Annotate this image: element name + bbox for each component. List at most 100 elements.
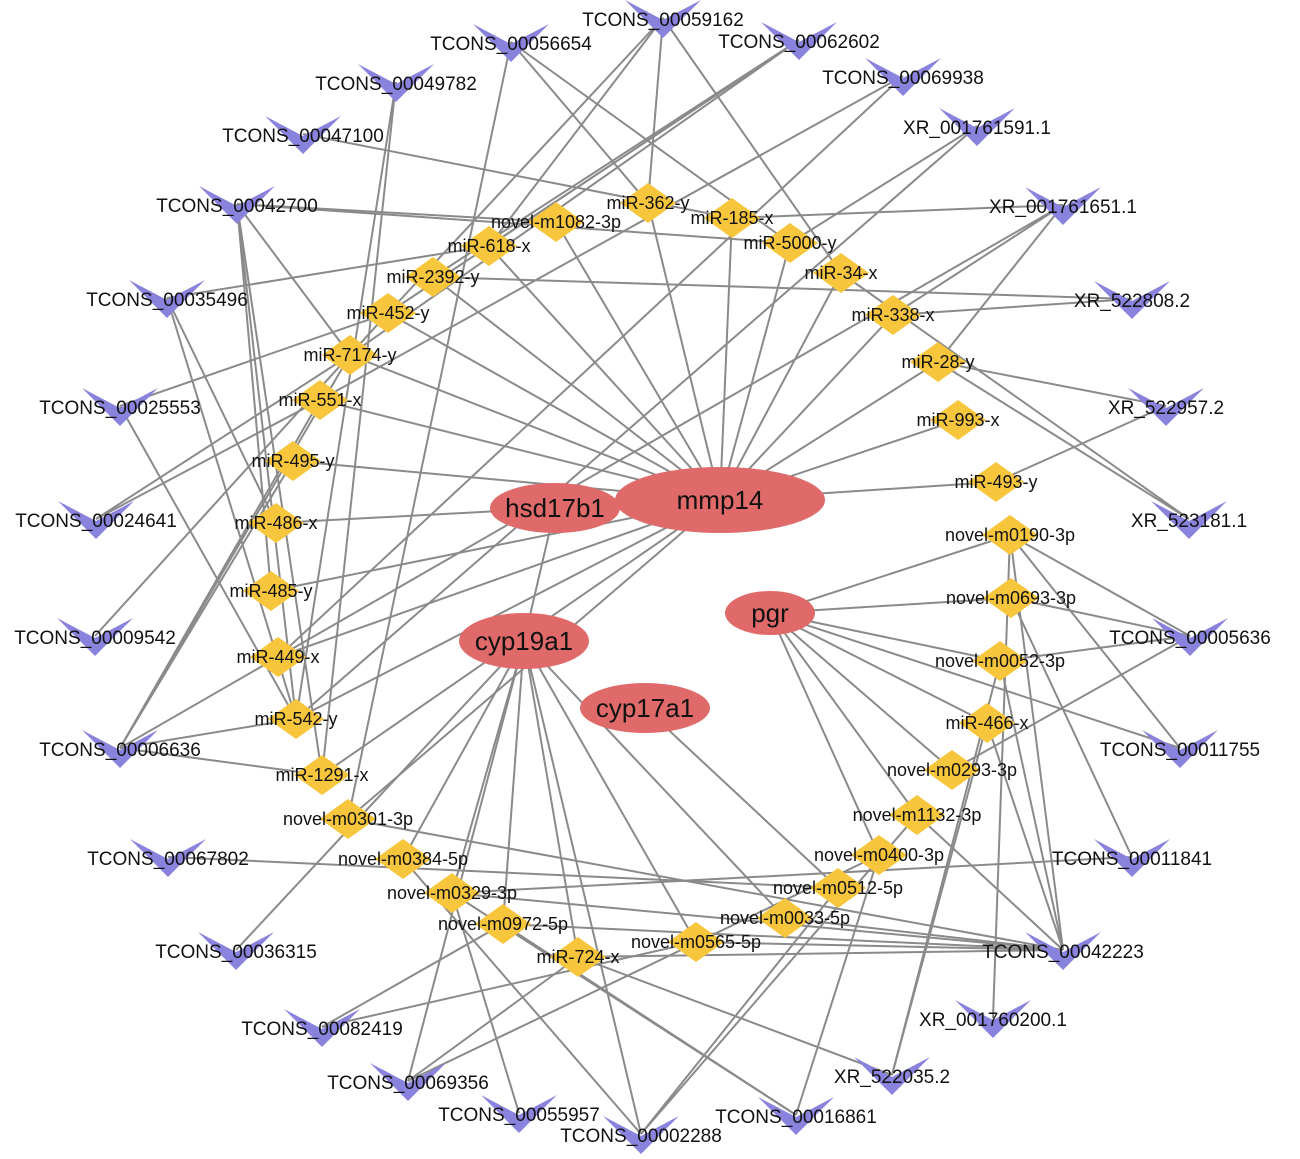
- mirna-node-novel-m0512-5p[interactable]: novel-m0512-5p: [773, 868, 903, 908]
- mirna-node-mir-993-x[interactable]: miR-993-x: [916, 400, 1000, 440]
- mirna-node-novel-m0693-3p[interactable]: novel-m0693-3p: [946, 578, 1076, 618]
- lncrna-node-tcons-00002288[interactable]: TCONS_00002288: [560, 1116, 722, 1154]
- lncrna-node-xr-522035-2[interactable]: XR_522035.2: [834, 1057, 950, 1095]
- mirna-node-novel-m0384-5p[interactable]: novel-m0384-5p: [338, 839, 468, 879]
- mirna-node-mir-1291-x[interactable]: miR-1291-x: [275, 755, 369, 795]
- mirna-node-novel-m0400-3p[interactable]: novel-m0400-3p: [814, 835, 944, 875]
- edge-tcons-00069356-to-mir-724-x: [407, 956, 579, 1082]
- lncrna-label: TCONS_00042223: [982, 942, 1144, 963]
- mirna-label: miR-185-x: [690, 208, 773, 228]
- mirna-node-mir-34-x[interactable]: miR-34-x: [804, 253, 878, 293]
- mirna-node-novel-m0052-3p[interactable]: novel-m0052-3p: [935, 641, 1065, 681]
- gene-node-cyp19a1[interactable]: cyp19a1: [459, 613, 589, 669]
- lncrna-node-tcons-00067802[interactable]: TCONS_00067802: [87, 839, 249, 877]
- mirna-node-mir-724-x[interactable]: miR-724-x: [536, 937, 620, 977]
- mirna-node-novel-m1082-3p[interactable]: novel-m1082-3p: [491, 202, 621, 242]
- edge-tcons-00042223-to-novel-m1132-3p: [916, 814, 1064, 951]
- mirna-label: miR-34-x: [804, 263, 877, 283]
- lncrna-node-tcons-00006636[interactable]: TCONS_00006636: [39, 730, 201, 768]
- mirna-node-mir-185-x[interactable]: miR-185-x: [690, 198, 774, 238]
- lncrna-node-tcons-00082419[interactable]: TCONS_00082419: [241, 1009, 403, 1047]
- mirna-node-novel-m0972-5p[interactable]: novel-m0972-5p: [438, 904, 568, 944]
- gene-node-pgr[interactable]: pgr: [725, 591, 815, 635]
- mirna-node-mir-542-y[interactable]: miR-542-y: [254, 699, 338, 739]
- mirna-node-novel-m0301-3p[interactable]: novel-m0301-3p: [283, 799, 413, 839]
- lncrna-arrowhead: [57, 618, 133, 656]
- lncrna-node-tcons-00036315[interactable]: TCONS_00036315: [155, 932, 317, 970]
- lncrna-node-xr-522808-2[interactable]: XR_522808.2: [1074, 281, 1190, 319]
- edge-xr-522957-2-to-mir-493-y: [995, 405, 1167, 483]
- mirna-label: miR-724-x: [536, 947, 619, 967]
- lncrna-node-tcons-00069938[interactable]: TCONS_00069938: [822, 58, 984, 96]
- lncrna-node-tcons-00005636[interactable]: TCONS_00005636: [1109, 618, 1271, 656]
- mirna-node-mir-449-x[interactable]: miR-449-x: [236, 637, 320, 677]
- mirna-node-novel-m0033-5p[interactable]: novel-m0033-5p: [720, 898, 850, 938]
- lncrna-node-tcons-00009542[interactable]: TCONS_00009542: [14, 618, 176, 656]
- mirna-diamond: [972, 641, 1028, 681]
- edge-tcons-00011841-to-novel-m0329-3p: [451, 856, 1133, 894]
- lncrna-node-tcons-00047100[interactable]: TCONS_00047100: [222, 116, 384, 154]
- gene-node-cyp17a1[interactable]: cyp17a1: [580, 683, 710, 733]
- mirna-label: novel-m0400-3p: [814, 845, 944, 865]
- lncrna-arrowhead: [284, 1009, 360, 1047]
- edge-tcons-00035496-to-mir-618-x: [166, 245, 490, 299]
- mirna-node-novel-m0565-5p[interactable]: novel-m0565-5p: [631, 922, 761, 962]
- lncrna-node-xr-523181-1[interactable]: XR_523181.1: [1131, 501, 1247, 539]
- mirna-node-mir-485-y[interactable]: miR-485-y: [229, 571, 313, 611]
- lncrna-node-tcons-00025553[interactable]: TCONS_00025553: [39, 388, 201, 426]
- mirna-diamond: [248, 503, 304, 543]
- lncrna-node-xr-522957-2[interactable]: XR_522957.2: [1108, 388, 1224, 426]
- lncrna-node-tcons-00011755[interactable]: TCONS_00011755: [1100, 730, 1260, 768]
- lncrna-node-tcons-00059162[interactable]: TCONS_00059162: [582, 0, 744, 38]
- gene-ellipse: [580, 683, 710, 733]
- lncrna-node-tcons-00042223[interactable]: TCONS_00042223: [982, 932, 1144, 970]
- lncrna-node-tcons-00016861[interactable]: TCONS_00016861: [715, 1097, 877, 1135]
- lncrna-node-tcons-00062602[interactable]: TCONS_00062602: [718, 22, 880, 60]
- lncrna-node-xr-001761651-1[interactable]: XR_001761651.1: [989, 187, 1137, 225]
- mirna-node-mir-486-x[interactable]: miR-486-x: [234, 503, 318, 543]
- lncrna-arrowhead: [199, 186, 275, 224]
- edge-tcons-00059162-to-mir-618-x: [488, 17, 664, 247]
- lncrna-arrowhead: [1142, 730, 1218, 768]
- mirna-node-mir-2392-y[interactable]: miR-2392-y: [386, 257, 480, 297]
- edge-tcons-00042223-to-novel-m0329-3p: [451, 892, 1064, 951]
- mirna-node-mir-495-y[interactable]: miR-495-y: [251, 441, 335, 481]
- lncrna-node-tcons-00055957[interactable]: TCONS_00055957: [438, 1095, 600, 1133]
- lncrna-label: TCONS_00011841: [1052, 849, 1212, 870]
- lncrna-label: TCONS_00005636: [1109, 628, 1271, 649]
- mirna-node-mir-28-y[interactable]: miR-28-y: [901, 342, 975, 382]
- lncrna-node-xr-001761591-1[interactable]: XR_001761591.1: [903, 108, 1051, 146]
- lncrna-node-tcons-00042700[interactable]: TCONS_00042700: [156, 186, 318, 224]
- lncrna-arrowhead: [1025, 187, 1101, 225]
- mirna-node-mir-493-y[interactable]: miR-493-y: [954, 462, 1038, 502]
- lncrna-label: TCONS_00069938: [822, 68, 984, 89]
- edge-tcons-00082419-to-novel-m0565-5p: [321, 941, 697, 1028]
- gene-node-mmp14[interactable]: mmp14: [615, 467, 825, 533]
- mirna-node-mir-338-x[interactable]: miR-338-x: [851, 295, 935, 335]
- mirna-node-mir-466-x[interactable]: miR-466-x: [945, 703, 1029, 743]
- edge-tcons-00005636-to-novel-m0693-3p: [1010, 597, 1191, 637]
- lncrna-label: TCONS_00062602: [718, 32, 880, 53]
- lncrna-node-tcons-00011841[interactable]: TCONS_00011841: [1052, 839, 1212, 877]
- mirna-node-mir-362-y[interactable]: miR-362-y: [606, 183, 690, 223]
- mirna-node-novel-m0190-3p[interactable]: novel-m0190-3p: [945, 515, 1075, 555]
- mirna-diamond: [550, 937, 606, 977]
- gene-node-hsd17b1[interactable]: hsd17b1: [490, 483, 620, 533]
- lncrna-node-xr-001760200-1[interactable]: XR_001760200.1: [919, 1000, 1067, 1038]
- edge-cyp19a1-to-novel-m0384-5p: [402, 640, 525, 860]
- lncrna-node-tcons-00056654[interactable]: TCONS_00056654: [430, 24, 592, 62]
- lncrna-node-tcons-00069356[interactable]: TCONS_00069356: [327, 1063, 489, 1101]
- mirna-node-mir-452-y[interactable]: miR-452-y: [346, 293, 430, 333]
- mirna-node-mir-551-x[interactable]: miR-551-x: [278, 380, 362, 420]
- mirna-node-novel-m0293-3p[interactable]: novel-m0293-3p: [887, 750, 1017, 790]
- mirna-label: novel-m0293-3p: [887, 760, 1017, 780]
- lncrna-node-tcons-00024641[interactable]: TCONS_00024641: [15, 501, 177, 539]
- mirna-node-mir-618-x[interactable]: miR-618-x: [447, 226, 531, 266]
- mirna-node-novel-m1132-3p[interactable]: novel-m1132-3p: [853, 795, 982, 835]
- lncrna-arrowhead: [1094, 839, 1170, 877]
- lncrna-node-tcons-00049782[interactable]: TCONS_00049782: [315, 64, 477, 102]
- mirna-node-mir-5000-y[interactable]: miR-5000-y: [743, 223, 837, 263]
- mirna-node-mir-7174-y[interactable]: miR-7174-y: [303, 335, 397, 375]
- mirna-node-novel-m0329-3p[interactable]: novel-m0329-3p: [387, 873, 517, 913]
- lncrna-node-tcons-00035496[interactable]: TCONS_00035496: [86, 280, 248, 318]
